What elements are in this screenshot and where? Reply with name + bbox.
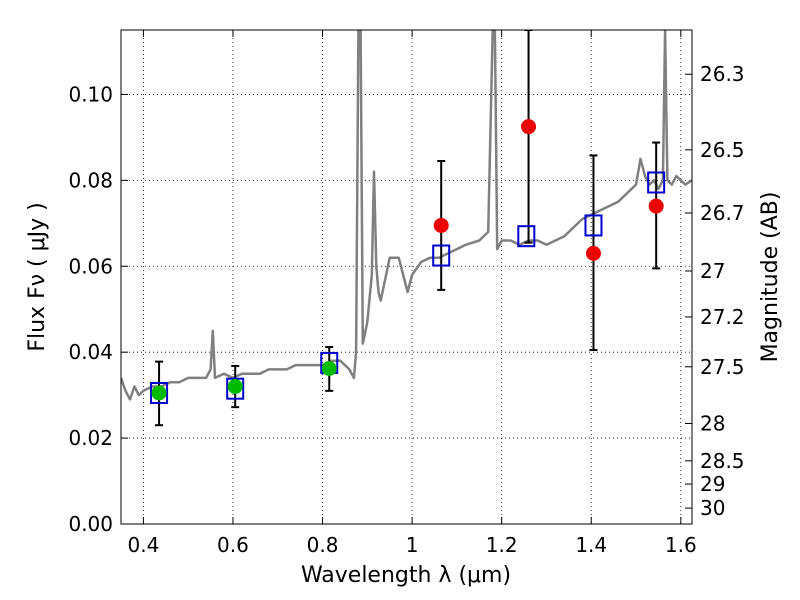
x-axis-ticks: 0.4 0.6 0.8 1 1.2 1.4 1.6 xyxy=(127,30,697,557)
right-tick-label: 29 xyxy=(700,472,725,496)
x-axis-label: Wavelength λ (μm) xyxy=(301,563,511,588)
circle-marker xyxy=(433,217,449,233)
circle-marker xyxy=(585,245,601,261)
square-marker xyxy=(432,244,451,267)
x-tick-label: 1.4 xyxy=(575,533,607,557)
y-tick-label: 0.04 xyxy=(68,340,113,364)
y-axis-label: Flux Fν ( μJy ) xyxy=(25,202,50,351)
error-bars xyxy=(155,30,661,427)
x-tick-label: 1 xyxy=(406,533,419,557)
x-tick-label: 0.8 xyxy=(307,533,339,557)
right-axis-label: Magnitude (AB) xyxy=(758,192,783,363)
right-tick-label: 27.5 xyxy=(700,355,745,379)
y-tick-label: 0.10 xyxy=(68,82,113,106)
data-markers xyxy=(150,119,666,404)
circle-marker xyxy=(227,379,243,395)
square-marker xyxy=(584,214,603,237)
right-tick-label: 27.2 xyxy=(700,305,745,329)
circle-marker xyxy=(521,119,537,135)
right-tick-label: 26.7 xyxy=(700,201,745,225)
right-tick-label: 30 xyxy=(700,496,725,520)
circle-marker xyxy=(151,385,167,401)
model-spectrum xyxy=(121,30,692,401)
right-tick-label: 28 xyxy=(700,411,725,435)
x-tick-label: 1.2 xyxy=(486,533,518,557)
square-marker xyxy=(517,225,536,248)
x-tick-label: 0.6 xyxy=(217,533,249,557)
y-tick-label: 0.08 xyxy=(68,168,113,192)
square-marker xyxy=(226,377,245,400)
y-tick-label: 0.00 xyxy=(68,512,113,536)
right-tick-label: 26.5 xyxy=(700,138,745,162)
right-tick-label: 28.5 xyxy=(700,449,745,473)
right-tick-label: 26.3 xyxy=(700,62,745,86)
y-tick-label: 0.06 xyxy=(68,254,113,278)
circle-marker xyxy=(648,198,664,214)
y-axis-ticks: 0.00 0.02 0.04 0.06 0.08 0.10 xyxy=(68,82,128,536)
model-spectrum-line xyxy=(121,30,692,401)
grid-lines xyxy=(121,30,692,525)
right-tick-label: 27 xyxy=(700,259,725,283)
x-tick-label: 1.6 xyxy=(665,533,697,557)
square-marker xyxy=(150,381,169,404)
plot-frame xyxy=(120,29,693,525)
y-tick-label: 0.02 xyxy=(68,426,113,450)
circle-marker xyxy=(321,360,337,376)
square-marker xyxy=(647,171,666,194)
x-tick-label: 0.4 xyxy=(127,533,159,557)
